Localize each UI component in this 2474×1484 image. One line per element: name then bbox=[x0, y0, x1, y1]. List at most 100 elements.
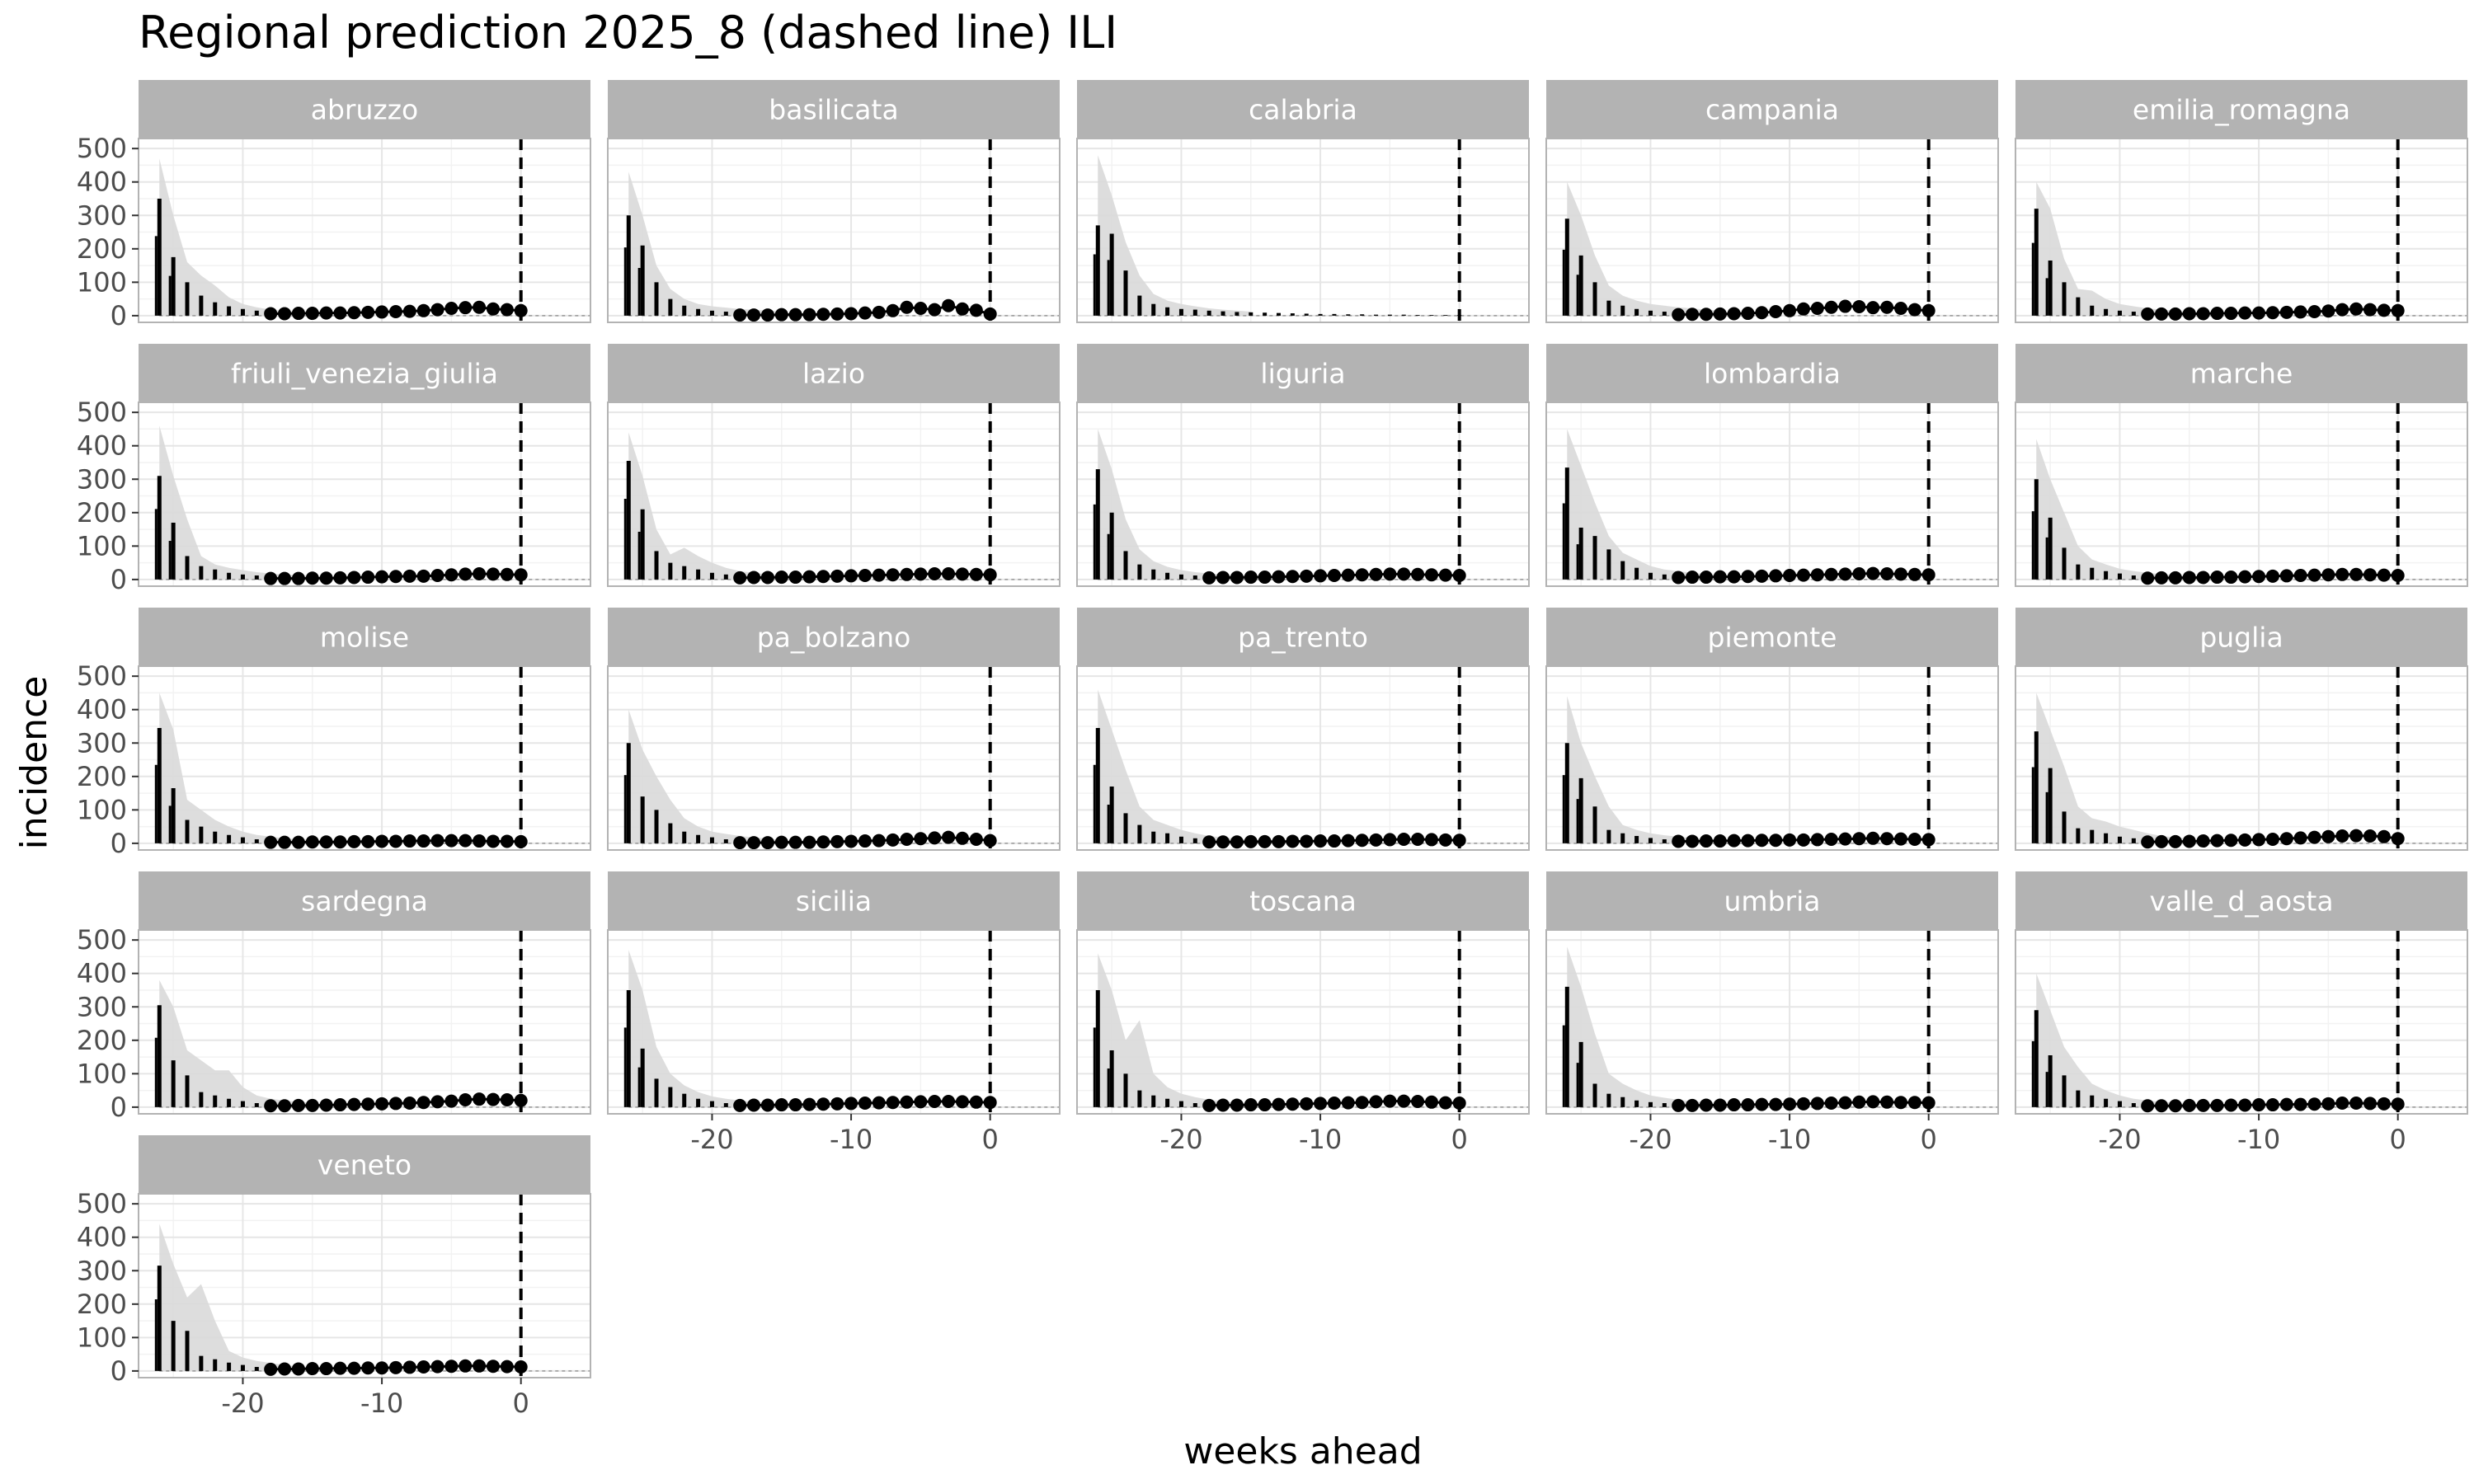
observed-point bbox=[872, 568, 886, 582]
y-tick-label: 200 bbox=[77, 233, 127, 265]
observed-point bbox=[1258, 571, 1272, 585]
facet-strip-label: puglia bbox=[2199, 622, 2283, 654]
x-tick-label: 0 bbox=[1451, 1124, 1468, 1155]
facet-strip-label: molise bbox=[320, 622, 409, 654]
observed-point bbox=[1686, 1098, 1700, 1112]
observed-point bbox=[416, 569, 430, 583]
observed-point bbox=[760, 836, 774, 850]
panel-border bbox=[607, 929, 1061, 1115]
observed-point bbox=[2182, 1098, 2196, 1112]
observed-point bbox=[1727, 1098, 1741, 1112]
facet-lazio: lazio bbox=[607, 344, 1061, 587]
uncertainty-ribbon bbox=[159, 1223, 313, 1371]
observed-point bbox=[1369, 567, 1383, 581]
observed-point bbox=[416, 1096, 430, 1110]
observed-point bbox=[1783, 303, 1797, 317]
observed-point bbox=[1769, 569, 1783, 583]
observed-point bbox=[1796, 1097, 1810, 1111]
panel-background bbox=[2015, 402, 2467, 586]
observed-point bbox=[1769, 305, 1783, 319]
observed-point bbox=[816, 835, 830, 849]
observed-point bbox=[305, 1098, 319, 1112]
uncertainty-ribbon bbox=[1567, 181, 1720, 316]
observed-point bbox=[2252, 306, 2266, 320]
observed-point bbox=[900, 1095, 914, 1109]
facet-strip-label: campania bbox=[1705, 94, 1839, 126]
observed-point bbox=[1230, 571, 1244, 585]
uncertainty-ribbon bbox=[628, 950, 782, 1107]
observed-point bbox=[361, 571, 375, 585]
facet-strip bbox=[608, 80, 1060, 139]
x-tick-label: -20 bbox=[690, 1124, 733, 1155]
observed-point bbox=[816, 570, 830, 584]
observed-point bbox=[760, 308, 774, 322]
observed-point bbox=[1880, 300, 1894, 314]
observed-point bbox=[473, 1092, 487, 1106]
observed-point bbox=[500, 1360, 514, 1374]
observed-point bbox=[459, 301, 473, 315]
observed-point bbox=[1880, 832, 1894, 846]
observed-point bbox=[2307, 1097, 2321, 1111]
observed-point bbox=[264, 571, 278, 585]
observed-point bbox=[1327, 834, 1341, 848]
facet-calabria: calabria bbox=[1076, 80, 1530, 323]
observed-point bbox=[802, 308, 816, 322]
facet-strip bbox=[1546, 344, 1998, 402]
observed-point bbox=[1755, 306, 1769, 320]
observed-point bbox=[2307, 568, 2321, 582]
y-tick-label: 300 bbox=[77, 991, 127, 1022]
facet-strip-label: basilicata bbox=[769, 94, 898, 126]
observed-point bbox=[1355, 834, 1369, 848]
observed-point bbox=[1314, 1097, 1328, 1111]
observed-point bbox=[955, 831, 969, 845]
x-tick-label: 0 bbox=[513, 1388, 529, 1419]
observed-point bbox=[1838, 1096, 1852, 1110]
observed-point bbox=[2168, 571, 2182, 585]
observed-point bbox=[802, 570, 816, 584]
observed-point bbox=[1741, 834, 1755, 848]
observed-point bbox=[886, 303, 900, 317]
observed-point bbox=[942, 298, 956, 312]
uncertainty-ribbon bbox=[1567, 429, 1720, 580]
observed-point bbox=[1216, 835, 1230, 849]
observed-point bbox=[2265, 306, 2279, 320]
observed-point bbox=[1907, 567, 1921, 581]
y-tick-label: 300 bbox=[77, 1255, 127, 1286]
y-tick-label: 100 bbox=[77, 266, 127, 298]
observed-point bbox=[886, 1096, 900, 1110]
uncertainty-ribbon bbox=[2036, 973, 2189, 1107]
panel-border bbox=[607, 665, 1061, 851]
observed-point bbox=[914, 1095, 928, 1109]
observed-point bbox=[2168, 1099, 2182, 1113]
observed-point bbox=[2293, 831, 2307, 845]
observed-point bbox=[1713, 570, 1727, 584]
observed-point bbox=[2321, 829, 2335, 843]
observed-point bbox=[2224, 1098, 2238, 1112]
observed-point bbox=[1880, 1095, 1894, 1109]
observed-point bbox=[1327, 569, 1341, 583]
x-tick-label: -10 bbox=[1299, 1124, 1342, 1155]
y-tick-label: 400 bbox=[77, 694, 127, 726]
observed-point bbox=[1230, 835, 1244, 849]
y-tick-label: 0 bbox=[111, 564, 127, 595]
observed-point bbox=[500, 1092, 514, 1106]
panel-border bbox=[1076, 138, 1530, 323]
observed-point bbox=[1838, 567, 1852, 581]
facet-liguria: liguria bbox=[1076, 344, 1530, 587]
observed-point bbox=[388, 305, 402, 319]
observed-point bbox=[816, 1097, 830, 1111]
observed-point bbox=[1880, 566, 1894, 580]
uncertainty-ribbon bbox=[1567, 696, 1720, 843]
observed-point bbox=[969, 303, 983, 317]
facet-puglia: puglia bbox=[2015, 608, 2468, 851]
observed-point bbox=[969, 833, 983, 847]
observed-point bbox=[914, 832, 928, 846]
facet-strip bbox=[1546, 871, 1998, 930]
observed-point bbox=[2210, 307, 2224, 321]
observed-point bbox=[1672, 308, 1686, 322]
observed-point bbox=[2196, 834, 2210, 848]
observed-point bbox=[319, 306, 333, 320]
observed-point bbox=[500, 303, 514, 317]
panel-border bbox=[138, 665, 591, 851]
